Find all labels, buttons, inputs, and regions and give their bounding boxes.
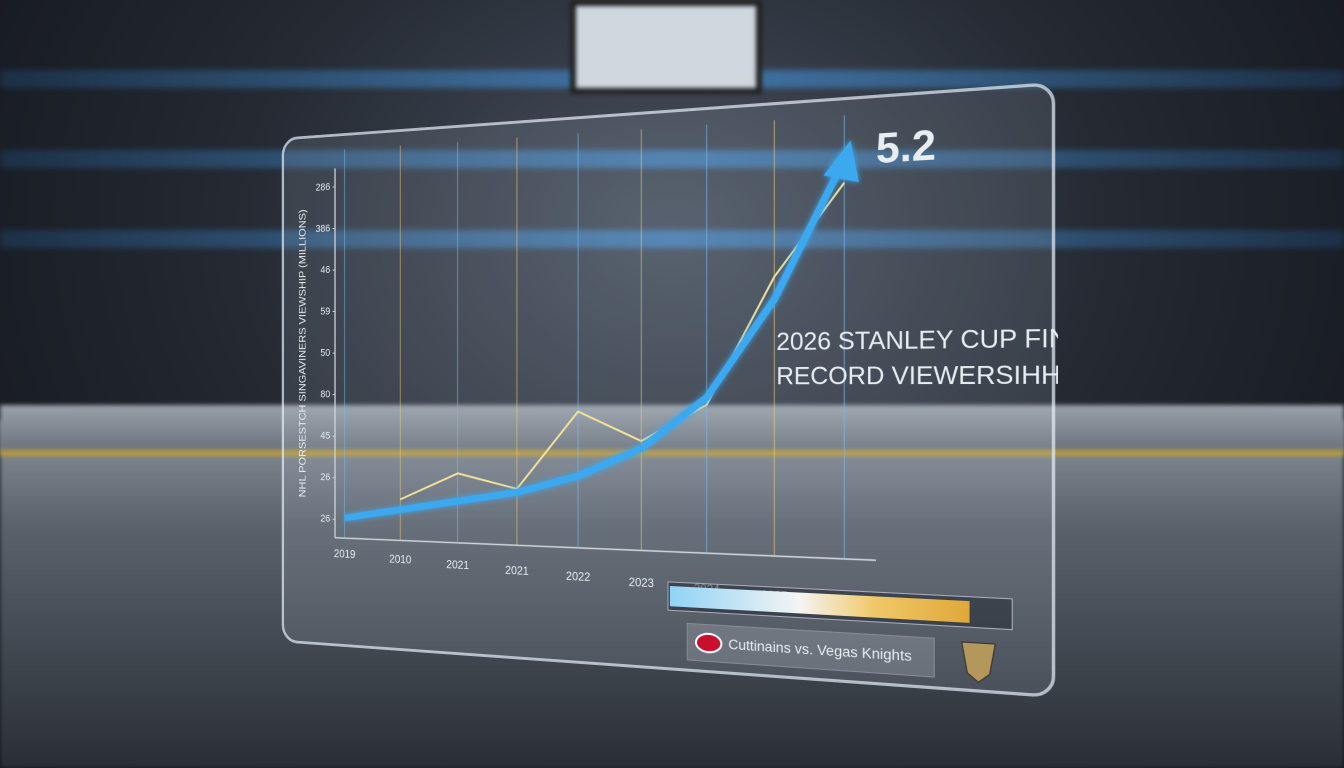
team-logo — [696, 633, 721, 653]
y-tick-label: 46 — [320, 265, 330, 276]
x-tick-label: 2026 — [830, 596, 858, 611]
value-label: 5.2 — [876, 121, 936, 172]
x-tick-label: 2019 — [334, 548, 355, 561]
x-tick-label: 2023 — [629, 576, 654, 590]
y-tick-label: 80 — [320, 389, 330, 400]
y-tick-label: 26 — [320, 513, 330, 524]
progress-track — [668, 582, 1012, 630]
y-tick-label: 50 — [320, 348, 330, 359]
chart: 286 386 46 59 50 80 45 26 26 2019 2010 2021 2021 2022… — [280, 79, 1103, 701]
glass-panel-wrap: 286 386 46 59 50 80 45 26 26 2019 2010 2021 2021 2022… — [280, 79, 1103, 701]
x-tick-label: 2021 — [446, 559, 469, 572]
x-tick-label: 2021 — [505, 565, 529, 579]
x-tick-label: 2010 — [389, 554, 411, 567]
jumbotron — [570, 0, 762, 94]
progress-fill — [669, 586, 970, 623]
y-tick-label: 286 — [316, 182, 331, 194]
matchup-box — [687, 623, 934, 677]
y-tick-label: 386 — [316, 223, 331, 235]
y-axis-title: NHL PORSESTCH SINGAVINERS VIEWSHIP (MILL… — [298, 209, 308, 497]
chart-title: 2026 STANLEY CUP FINAL — [776, 322, 1058, 355]
x-tick-label: 2022 — [566, 570, 590, 584]
y-tick-label: 59 — [320, 306, 330, 317]
chart-title: RECORD VIEWERSIHH — [776, 360, 1058, 390]
glass-panel — [283, 84, 1054, 697]
y-tick-label: 45 — [320, 431, 330, 442]
x-tick-label: 2025 — [761, 589, 788, 604]
y-tick-label: 26 — [320, 472, 330, 483]
plot: 286 386 46 59 50 80 45 26 26 2019 2010 2021 2021 2022… — [316, 113, 876, 611]
